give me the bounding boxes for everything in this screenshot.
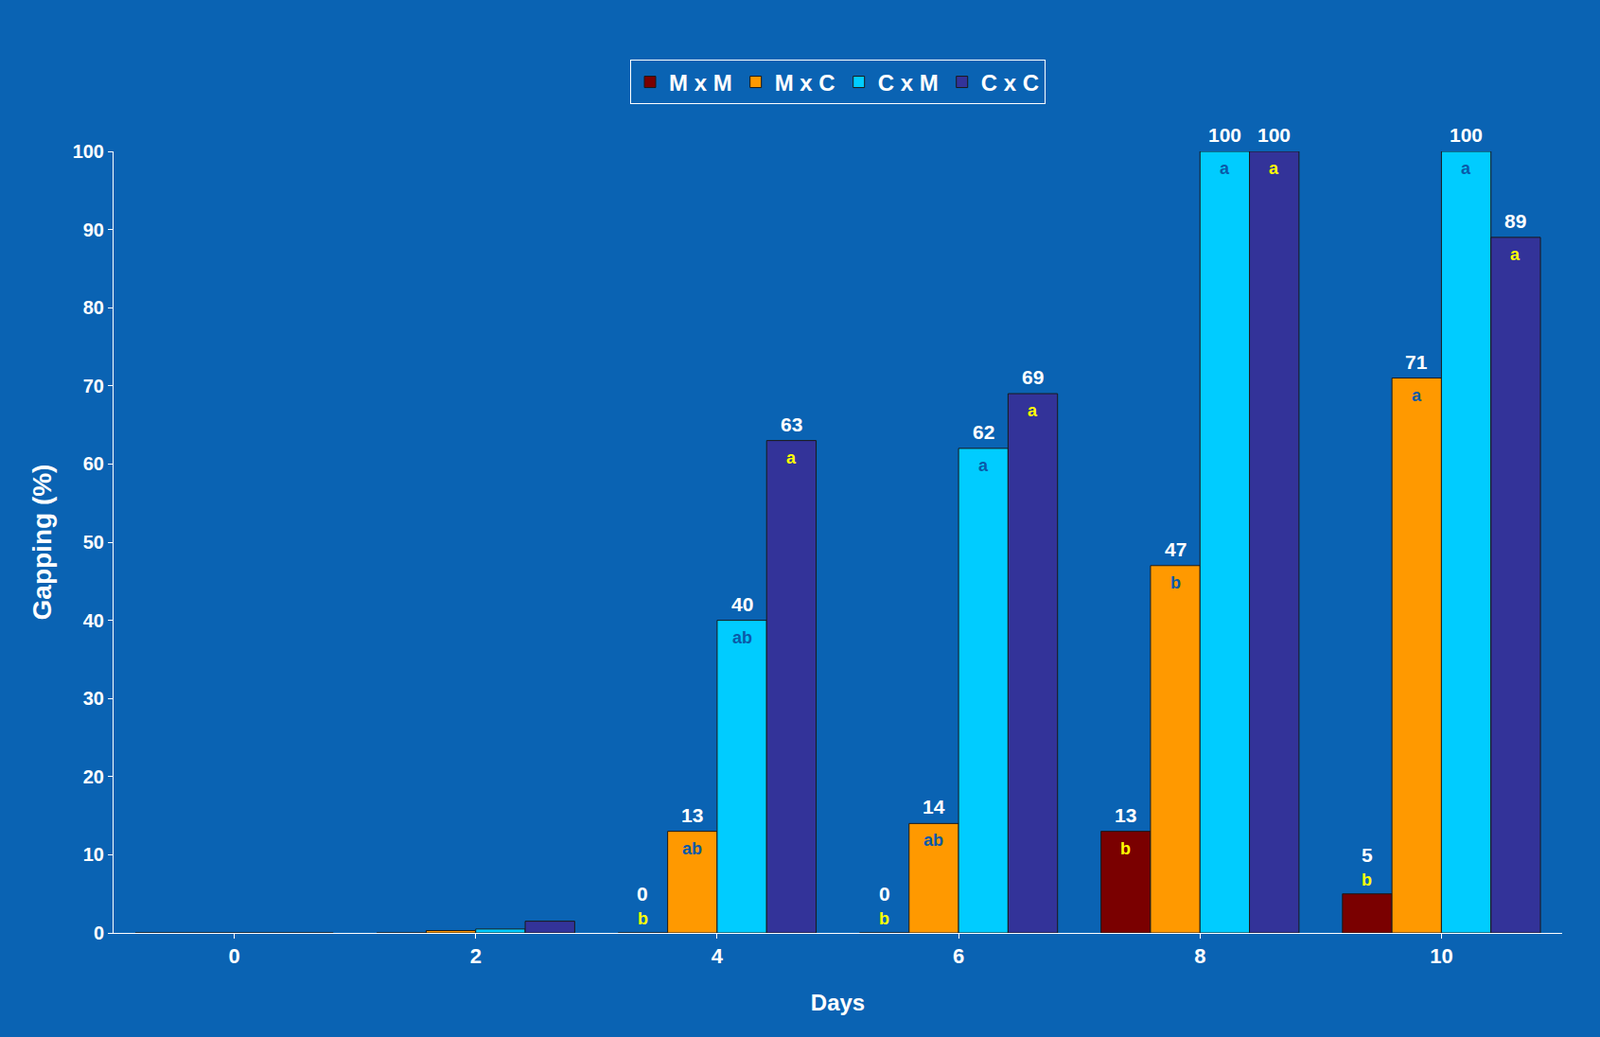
svg-text:60: 60	[83, 453, 105, 475]
svg-text:a: a	[1460, 158, 1472, 178]
svg-text:20: 20	[83, 766, 105, 788]
svg-text:100: 100	[1208, 123, 1242, 146]
svg-text:50: 50	[83, 531, 105, 553]
svg-text:Days: Days	[810, 989, 865, 1016]
svg-text:62: 62	[972, 421, 995, 443]
svg-text:90: 90	[83, 219, 105, 241]
svg-text:14: 14	[922, 795, 946, 818]
svg-text:80: 80	[83, 297, 105, 318]
svg-text:C x C: C x C	[981, 70, 1039, 96]
svg-text:b: b	[1120, 839, 1131, 859]
svg-text:a: a	[978, 456, 989, 475]
svg-text:13: 13	[681, 804, 704, 827]
svg-text:100: 100	[72, 140, 105, 162]
svg-text:M x C: M x C	[774, 70, 836, 96]
svg-text:10: 10	[1429, 944, 1453, 968]
svg-text:0: 0	[879, 882, 891, 905]
svg-text:13: 13	[1114, 804, 1137, 827]
svg-text:0: 0	[93, 922, 105, 944]
svg-text:0: 0	[636, 882, 649, 905]
svg-text:70: 70	[83, 375, 105, 397]
svg-text:8: 8	[1194, 944, 1206, 968]
svg-text:40: 40	[731, 593, 754, 616]
svg-text:69: 69	[1021, 366, 1044, 388]
svg-text:ab: ab	[732, 628, 753, 648]
svg-text:6: 6	[952, 944, 965, 968]
svg-text:M x M: M x M	[668, 70, 733, 96]
svg-text:63: 63	[780, 413, 803, 436]
svg-text:100: 100	[1449, 123, 1483, 146]
svg-text:100: 100	[1257, 123, 1291, 146]
svg-text:a: a	[1268, 158, 1280, 178]
svg-text:b: b	[637, 909, 649, 929]
svg-text:40: 40	[83, 610, 105, 632]
svg-text:b: b	[1170, 573, 1181, 593]
svg-text:ab: ab	[682, 839, 703, 859]
svg-text:89: 89	[1504, 210, 1527, 232]
svg-text:Gapping (%): Gapping (%)	[27, 464, 57, 621]
svg-text:0: 0	[228, 944, 240, 968]
svg-text:a: a	[1027, 401, 1038, 421]
svg-text:2: 2	[470, 944, 482, 968]
svg-text:10: 10	[83, 843, 105, 865]
svg-text:a: a	[1510, 245, 1521, 264]
svg-text:ab: ab	[923, 830, 944, 850]
svg-text:5: 5	[1361, 843, 1373, 866]
svg-text:C x M: C x M	[878, 70, 939, 96]
svg-text:a: a	[1219, 158, 1231, 178]
svg-text:71: 71	[1405, 351, 1428, 373]
svg-text:47: 47	[1164, 538, 1187, 561]
svg-text:a: a	[1411, 386, 1423, 405]
svg-text:4: 4	[711, 944, 724, 968]
svg-text:b: b	[879, 909, 890, 929]
svg-text:b: b	[1361, 870, 1372, 890]
svg-text:30: 30	[83, 687, 105, 709]
svg-text:a: a	[786, 448, 797, 468]
